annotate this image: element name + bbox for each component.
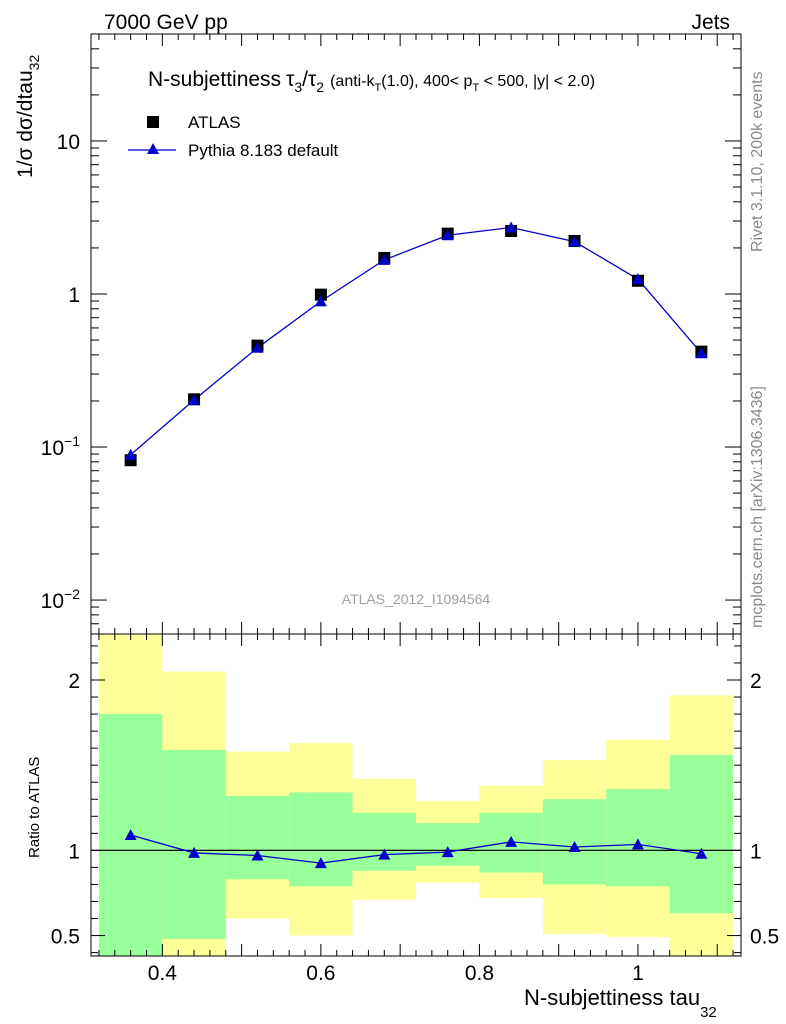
pythia-data-point <box>378 253 391 265</box>
uncertainty-band-inner <box>162 749 226 939</box>
uncertainty-band-inner <box>416 823 480 866</box>
ratio-data-point <box>188 846 201 858</box>
pythia-data-point <box>188 393 201 405</box>
pythia-data-point <box>251 341 264 353</box>
main-y-axis-label: 1/σ dσ/dtau32 <box>14 55 42 178</box>
legend: ATLAS Pythia 8.183 default <box>128 113 339 160</box>
uncertainty-band-inner <box>669 754 734 914</box>
ratio-data-point <box>695 847 708 859</box>
ratio-y-tick-label: 0.5 <box>51 926 80 949</box>
ratio-y-tick-label-right: 1 <box>750 840 762 863</box>
uncertainty-band-inner <box>606 789 670 887</box>
ratio-panel: 0.4 0.6 0.8 1 0.5 0.5 1 1 2 2 Ratio to ATLAS N-su… <box>26 633 779 1021</box>
main-y-tick-label: 10 <box>57 131 80 154</box>
ratio-data-point <box>314 857 327 869</box>
ratio-y-axis-label: Ratio to ATLAS <box>26 757 43 858</box>
legend-label-atlas: ATLAS <box>188 113 241 132</box>
legend-marker-pythia <box>147 143 159 154</box>
main-title: N-subjettiness τ3/τ2 (anti-kT(1.0), 400< p… <box>148 68 595 95</box>
ratio-x-tick-label: 0.6 <box>306 962 335 985</box>
ratio-y-tick-label: 2 <box>68 670 80 693</box>
legend-label-pythia: Pythia 8.183 default <box>188 141 339 160</box>
header-right: Jets <box>691 11 730 34</box>
main-y-tick-label: 10−2 <box>41 586 81 613</box>
uncertainty-band-inner <box>352 812 416 871</box>
pythia-data-point <box>631 273 644 285</box>
pythia-data-point <box>568 235 581 247</box>
pythia-data-point <box>441 229 454 241</box>
side-mcplots-label: mcplots.cern.ch [arXiv:1306.3436] <box>749 386 766 628</box>
ratio-data-point <box>505 835 518 847</box>
pythia-data-point <box>695 347 708 359</box>
ratio-series-line <box>130 834 702 864</box>
side-rivet-label: Rivet 3.1.10, 200k events <box>749 71 766 252</box>
ratio-data-point <box>568 840 581 852</box>
ratio-x-tick-label: 1 <box>632 962 644 985</box>
ratio-data-point <box>124 829 137 841</box>
main-panel: 10−2 10−1 1 10 N-subjettiness τ3/τ2 (anti-kT(… <box>14 33 742 635</box>
atlas-data-point <box>314 288 327 301</box>
ratio-data-point <box>378 848 391 860</box>
analysis-watermark: ATLAS_2012_I1094564 <box>342 591 491 607</box>
legend-marker-atlas <box>147 116 159 128</box>
main-y-tick-label: 1 <box>68 284 80 307</box>
pythia-data-point <box>505 221 518 233</box>
ratio-x-tick-label: 0.8 <box>465 962 494 985</box>
pythia-data-point <box>314 295 327 307</box>
ratio-x-tick-label: 0.4 <box>148 962 178 985</box>
uncertainty-band-inner <box>225 795 290 880</box>
pythia-series-line <box>130 226 702 456</box>
header-left: 7000 GeV pp <box>104 11 228 34</box>
ratio-data-point <box>631 838 644 850</box>
ratio-y-tick-label-right: 2 <box>750 670 762 693</box>
main-y-tick-label: 10−1 <box>41 433 81 460</box>
ratio-data-point <box>251 849 264 861</box>
uncertainty-band-inner <box>289 792 353 887</box>
ratio-y-tick-label: 1 <box>68 840 80 863</box>
x-axis-label: N-subjettiness tau32 <box>524 985 717 1021</box>
ratio-data-point <box>441 846 454 858</box>
pythia-data-point <box>124 448 137 460</box>
ratio-y-tick-label-right: 0.5 <box>750 926 779 949</box>
